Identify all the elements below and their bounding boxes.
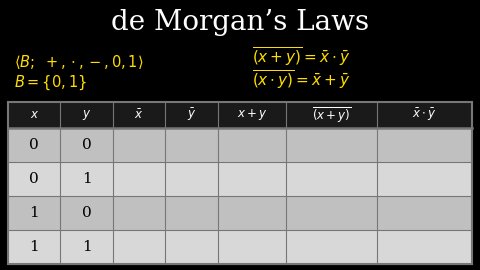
- Text: 0: 0: [29, 172, 39, 186]
- Bar: [8, 162, 472, 196]
- Text: 1: 1: [29, 240, 39, 254]
- Text: $y$: $y$: [82, 108, 91, 122]
- Text: $\overline{(x + y)}$: $\overline{(x + y)}$: [312, 105, 351, 125]
- Bar: [8, 128, 472, 162]
- Text: 1: 1: [82, 240, 92, 254]
- Text: 1: 1: [82, 172, 92, 186]
- Text: de Morgan’s Laws: de Morgan’s Laws: [111, 8, 369, 35]
- Bar: [8, 102, 472, 264]
- Bar: [8, 230, 472, 264]
- Text: 1: 1: [29, 206, 39, 220]
- Text: 0: 0: [29, 138, 39, 152]
- Text: $x + y$: $x + y$: [237, 107, 267, 123]
- Text: 0: 0: [82, 138, 92, 152]
- Text: $x$: $x$: [30, 109, 39, 122]
- Bar: [8, 102, 472, 128]
- Bar: [8, 196, 472, 230]
- Text: $\langle B;\ +,\cdot,-,0,1\rangle$: $\langle B;\ +,\cdot,-,0,1\rangle$: [14, 53, 144, 71]
- Text: 0: 0: [82, 206, 92, 220]
- Text: $\overline{(x \cdot y)} = \bar{x} + \bar{y}$: $\overline{(x \cdot y)} = \bar{x} + \bar…: [252, 68, 350, 92]
- Text: $B = \{0,1\}$: $B = \{0,1\}$: [14, 74, 87, 92]
- Text: $\bar{x}$: $\bar{x}$: [134, 108, 144, 122]
- Text: $\bar{x} \cdot \bar{y}$: $\bar{x} \cdot \bar{y}$: [412, 107, 437, 123]
- Text: $\overline{(x + y)} = \bar{x} \cdot \bar{y}$: $\overline{(x + y)} = \bar{x} \cdot \bar…: [252, 45, 350, 69]
- Text: $\bar{y}$: $\bar{y}$: [187, 107, 196, 123]
